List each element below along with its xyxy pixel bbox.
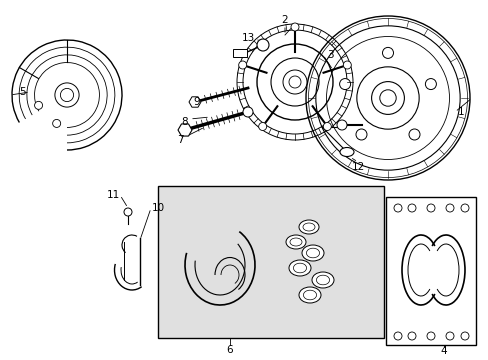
Circle shape — [243, 107, 252, 117]
Text: 11: 11 — [106, 190, 120, 200]
Text: 6: 6 — [226, 345, 233, 355]
Circle shape — [290, 23, 298, 31]
Circle shape — [124, 208, 132, 216]
Circle shape — [460, 332, 468, 340]
Circle shape — [258, 122, 266, 130]
Text: 5: 5 — [19, 87, 25, 97]
Ellipse shape — [285, 235, 305, 249]
Circle shape — [393, 332, 401, 340]
Circle shape — [445, 332, 453, 340]
Circle shape — [382, 48, 393, 58]
Circle shape — [355, 129, 366, 140]
Text: 4: 4 — [440, 346, 447, 356]
Text: 12: 12 — [351, 162, 364, 172]
Ellipse shape — [298, 287, 320, 303]
Text: 7: 7 — [176, 135, 183, 145]
Text: 2: 2 — [281, 15, 288, 25]
Circle shape — [257, 39, 268, 51]
Circle shape — [53, 120, 61, 127]
Circle shape — [336, 120, 346, 130]
Circle shape — [61, 89, 74, 102]
Ellipse shape — [298, 220, 318, 234]
Circle shape — [407, 332, 415, 340]
Circle shape — [408, 129, 419, 140]
Polygon shape — [189, 97, 201, 107]
Bar — [232, 49, 246, 57]
Text: 3: 3 — [326, 50, 333, 60]
Bar — [385, 197, 475, 345]
Bar — [158, 186, 383, 338]
Circle shape — [379, 90, 395, 106]
Circle shape — [393, 204, 401, 212]
Circle shape — [238, 61, 246, 69]
Ellipse shape — [311, 272, 333, 288]
Circle shape — [339, 78, 350, 90]
Circle shape — [460, 204, 468, 212]
Circle shape — [371, 82, 404, 114]
Ellipse shape — [339, 148, 353, 157]
Circle shape — [426, 332, 434, 340]
Text: 10: 10 — [151, 203, 164, 213]
Ellipse shape — [288, 260, 310, 276]
Circle shape — [283, 70, 306, 94]
Circle shape — [323, 122, 331, 130]
Polygon shape — [178, 124, 192, 136]
Text: 13: 13 — [241, 33, 254, 43]
Circle shape — [343, 61, 350, 69]
Circle shape — [35, 102, 42, 109]
Circle shape — [426, 204, 434, 212]
Ellipse shape — [302, 245, 324, 261]
Text: 8: 8 — [182, 117, 188, 127]
Circle shape — [288, 76, 301, 88]
Circle shape — [55, 83, 79, 107]
Circle shape — [445, 204, 453, 212]
Text: 1: 1 — [457, 107, 464, 117]
Circle shape — [407, 204, 415, 212]
Circle shape — [425, 78, 435, 90]
Text: 9: 9 — [193, 97, 200, 107]
